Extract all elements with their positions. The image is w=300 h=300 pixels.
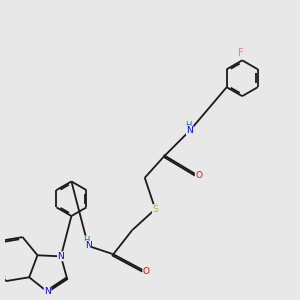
Text: F: F — [238, 48, 243, 59]
Text: O: O — [195, 171, 202, 180]
Text: N: N — [85, 242, 92, 250]
Text: N: N — [58, 252, 64, 261]
Text: N: N — [186, 126, 193, 135]
Text: H: H — [185, 121, 191, 130]
Text: H: H — [83, 236, 90, 245]
Text: S: S — [152, 205, 158, 214]
Text: N: N — [44, 287, 51, 296]
Text: O: O — [143, 267, 150, 276]
